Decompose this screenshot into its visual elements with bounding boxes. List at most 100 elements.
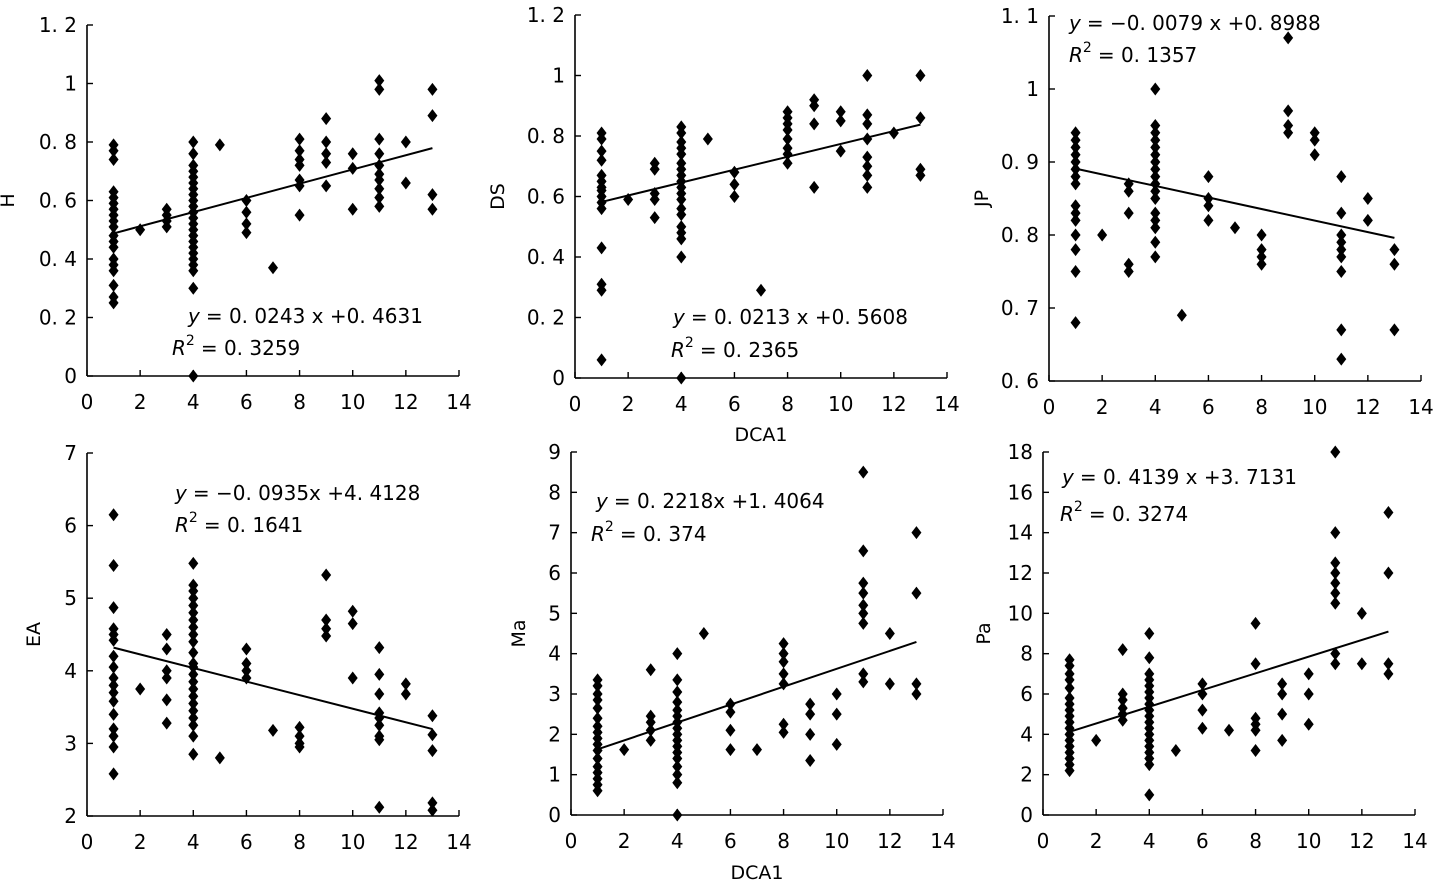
data-point [188,675,199,689]
data-point [809,99,820,113]
data-point [1309,126,1320,140]
x-tick-label: 8 [293,830,306,854]
x-tick-label: 10 [824,829,849,853]
r-squared-label: R [175,513,189,537]
y-tick-label: 8 [548,480,561,504]
data-point [108,722,119,736]
data-point [1150,192,1161,205]
data-point [778,717,789,731]
data-points [1070,31,1400,366]
data-point [1336,352,1347,366]
data-point [374,641,385,655]
data-point [1070,213,1081,227]
data-point [268,261,278,275]
y-tick-label: 0 [548,803,561,827]
data-point [1150,133,1161,147]
data-point [1330,445,1341,459]
data-point [188,591,199,605]
r-squared-superscript: 2 [186,333,195,349]
regression-equation: y = 0. 0243 x +0. 4631 [187,304,423,328]
data-point [321,568,332,582]
data-point [1383,667,1394,681]
x-tick-label: 6 [240,830,253,854]
data-point [161,671,172,685]
data-point [835,114,846,128]
x-tick-label: 0 [81,830,94,854]
data-point [188,584,199,598]
data-point [188,620,199,634]
data-point [858,576,869,590]
data-point [1336,323,1347,337]
data-point [1150,82,1161,96]
equation-y: y [174,481,188,505]
data-point [188,556,199,570]
data-point [862,150,873,164]
data-point [782,156,793,170]
data-point [400,135,411,149]
data-point [108,264,119,278]
data-point [1256,243,1267,257]
data-point [1070,133,1081,147]
data-point [1303,667,1314,681]
data-point [1330,576,1341,590]
x-tick-label: 10 [828,392,853,416]
data-point [188,682,199,696]
data-point [676,193,687,207]
x-tick-label: 8 [1249,829,1262,853]
y-axis-title: JP [971,190,993,208]
equation-y: y [1068,11,1082,35]
data-point [294,729,305,743]
data-point [374,82,385,96]
data-point [347,617,358,631]
data-point [1070,265,1081,278]
data-point [108,671,119,685]
data-point [188,729,199,743]
data-point [1197,721,1208,735]
data-point [1064,659,1075,673]
r-squared-value: = 0. 2365 [700,338,799,362]
x-tick-label: 12 [877,829,902,853]
data-point [188,598,199,612]
y-axis-title: Pa [973,622,995,644]
data-point [596,132,607,146]
y-tick-label: 1. 1 [1001,4,1039,28]
data-point [805,697,816,711]
data-point [1150,162,1161,176]
data-point [108,240,119,254]
x-tick-label: 14 [1408,395,1433,419]
data-point [108,740,119,754]
data-point [858,667,869,681]
data-point [645,715,656,729]
trend-line [601,123,921,203]
data-point [1277,707,1288,721]
data-point [1309,133,1320,147]
data-point [1330,596,1341,610]
data-point [374,199,385,213]
data-point [374,173,385,187]
data-point [729,165,740,179]
x-tick-label: 14 [446,390,471,414]
x-tick-label: 10 [340,390,365,414]
data-point [1250,616,1261,630]
data-point [619,743,630,757]
panel-pa: 0 2 4 6 8 10 12 14 0 2 4 6 8 10 12 14 16 18 Pa y = 0. 4139 x… [973,440,1428,853]
equation-rhs: = 0. 2218x +1. 4064 [614,489,825,513]
data-point [1064,681,1075,695]
y-axis-title: H [0,193,19,207]
y-tick-label: 0. 8 [39,130,77,154]
data-point [321,112,332,126]
data-point [592,784,603,798]
data-point [347,202,358,216]
data-point [1389,257,1400,271]
equation-rhs: = −0. 0079 x +0. 8988 [1087,11,1321,35]
data-point [294,720,305,734]
y-tick-label: 5 [64,586,77,610]
data-point [188,606,199,620]
data-point [911,687,922,701]
x-tick-label: 2 [134,390,147,414]
x-tick-label: 0 [1037,829,1050,853]
data-point [374,733,385,747]
data-point [1330,556,1341,570]
y-tick-label: 7 [548,521,561,545]
